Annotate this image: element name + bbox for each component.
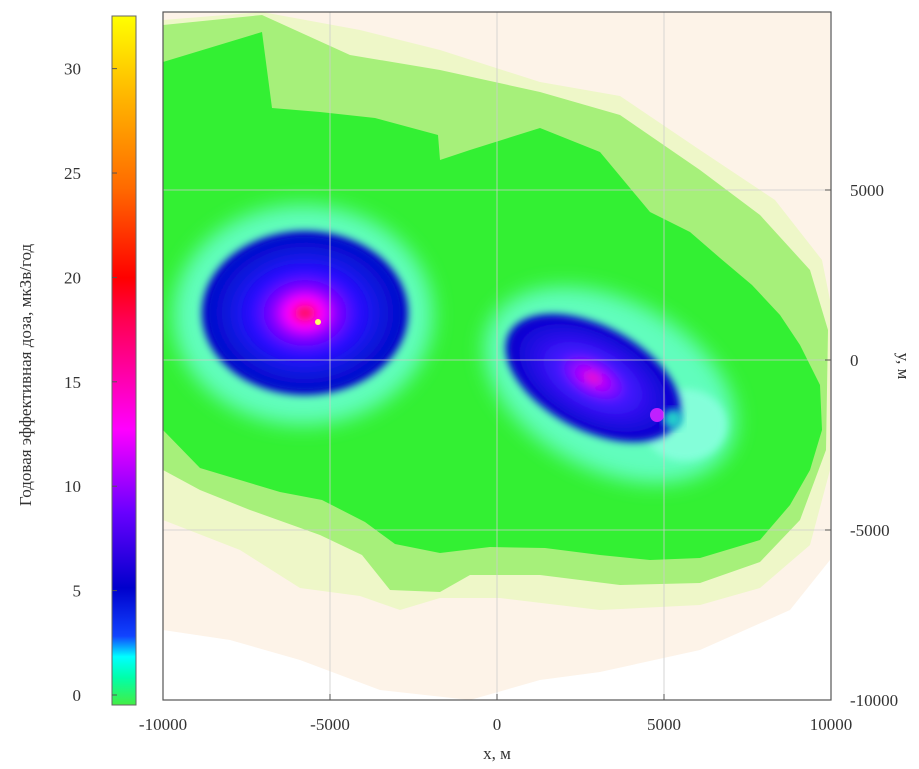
y-tick-label: -5000 [850,521,890,540]
plot-area [163,12,831,700]
y-axis-label: y, м [894,353,913,380]
grid-lines [163,12,831,700]
x-tick-label: 5000 [647,715,681,734]
x-axis-label: x, м [483,744,511,763]
colorbar-label: Годовая эффективная доза, мкЗв/год [16,244,35,507]
peak-source-3 [650,408,664,422]
y-tick-label: -10000 [850,691,898,710]
colorbar-tick-label: 10 [64,477,81,496]
colorbar-ticks: 0 5 10 15 20 25 30 [64,60,117,705]
colorbar-tick-label: 30 [64,60,81,79]
colorbar-tick-label: 0 [73,686,82,705]
colorbar-gradient [111,15,137,706]
colorbar-tick-label: 25 [64,164,81,183]
peak-source-1 [315,319,321,325]
core-source-2 [505,313,681,443]
colorbar: 0 5 10 15 20 25 30 Годовая эффективная доза, м… [16,15,137,706]
colorbar-tick-label: 20 [64,268,81,287]
colorbar-tick-label: 5 [73,582,82,601]
x-tick-label: -10000 [139,715,187,734]
x-tick-label: 0 [493,715,502,734]
colorbar-tick-label: 15 [64,373,81,392]
x-tick-label: 10000 [810,715,853,734]
core-source-1 [202,231,408,395]
x-tick-label: -5000 [310,715,350,734]
y-axis-ticks: 5000 0 -5000 -10000 [825,181,898,710]
core-source-3 [663,409,683,429]
x-axis-ticks: -10000 -5000 0 5000 10000 [139,694,852,734]
y-tick-label: 0 [850,351,859,370]
y-tick-label: 5000 [850,181,884,200]
